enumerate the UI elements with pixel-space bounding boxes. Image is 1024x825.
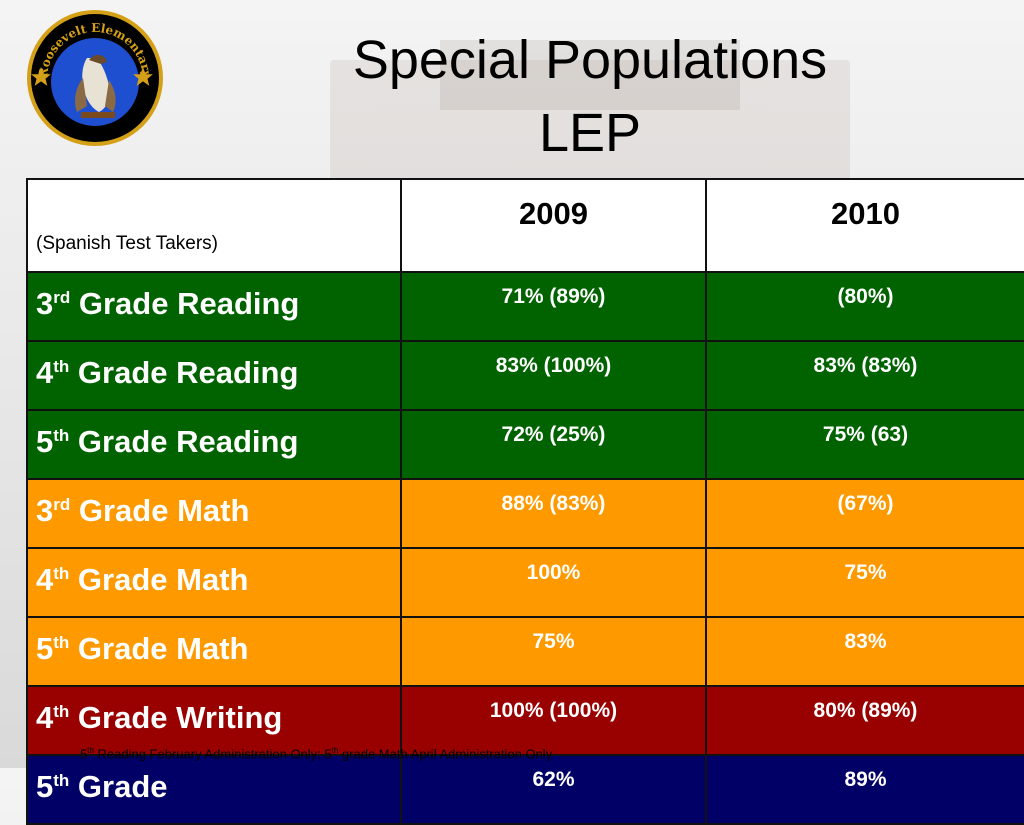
value-2010: 89% (705, 754, 1024, 825)
value-2010: 75% (705, 547, 1024, 618)
corner-label: (Spanish Test Takers) (26, 178, 402, 273)
value-2009: 100% (100%) (400, 685, 707, 756)
table-row: 3rd Grade Reading 71% (89%) (80%) (26, 271, 1024, 342)
footnote: 5th Reading February Administration Only… (80, 746, 553, 762)
row-label: 5th Grade Reading (26, 409, 402, 480)
row-label: 4th Grade Math (26, 547, 402, 618)
year-header-2010: 2010 (705, 178, 1024, 273)
value-2010: 83% (83%) (705, 340, 1024, 411)
page-title: Special Populations (352, 30, 828, 90)
row-label: 3rd Grade Reading (26, 271, 402, 342)
value-2009: 100% (400, 547, 707, 618)
value-2010: (80%) (705, 271, 1024, 342)
row-label: 5th Grade (26, 754, 402, 825)
table-row: 3rd Grade Math 88% (83%) (67%) (26, 478, 1024, 549)
table-row: 4th Grade Writing 100% (100%) 80% (89%) (26, 685, 1024, 756)
row-label: 3rd Grade Math (26, 478, 402, 549)
value-2010: (67%) (705, 478, 1024, 549)
background-roof (440, 40, 740, 110)
value-2009: 71% (89%) (400, 271, 707, 342)
table-row: 5th Grade 62% 89% (26, 754, 1024, 825)
table-row: 5th Grade Math 75% 83% (26, 616, 1024, 687)
page-subtitle: LEP (538, 103, 642, 163)
value-2010: 75% (63) (705, 409, 1024, 480)
row-label: 5th Grade Math (26, 616, 402, 687)
value-2009: 62% (400, 754, 707, 825)
value-2010: 80% (89%) (705, 685, 1024, 756)
row-label: 4th Grade Reading (26, 340, 402, 411)
year-header-2009: 2009 (400, 178, 707, 273)
value-2009: 83% (100%) (400, 340, 707, 411)
table-row: 4th Grade Math 100% 75% (26, 547, 1024, 618)
value-2010: 83% (705, 616, 1024, 687)
table-row: 4th Grade Reading 83% (100%) 83% (83%) (26, 340, 1024, 411)
table-header-row: (Spanish Test Takers) 2009 2010 (26, 178, 1024, 273)
row-label: 4th Grade Writing (26, 685, 402, 756)
scores-table: (Spanish Test Takers) 2009 2010 3rd Grad… (26, 178, 1024, 825)
school-seal-logo: Roosevelt Elementary (25, 8, 165, 148)
value-2009: 88% (83%) (400, 478, 707, 549)
value-2009: 72% (25%) (400, 409, 707, 480)
value-2009: 75% (400, 616, 707, 687)
table-row: 5th Grade Reading 72% (25%) 75% (63) (26, 409, 1024, 480)
